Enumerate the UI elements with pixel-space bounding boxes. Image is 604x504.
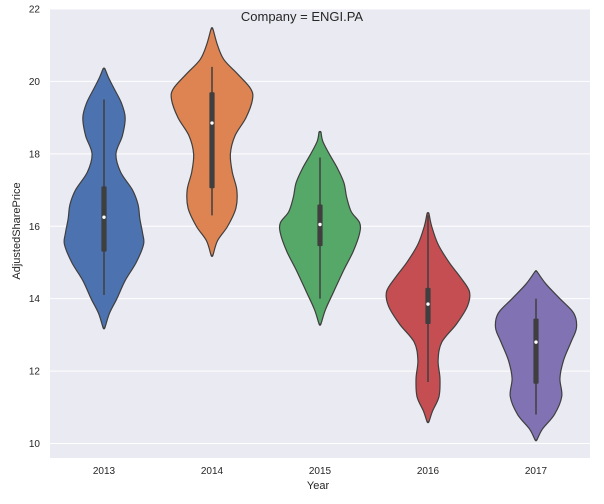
violin-2014 xyxy=(170,27,254,257)
y-tick-label: 18 xyxy=(29,149,41,160)
violin-iqr-box-2017 xyxy=(533,318,539,384)
y-tick-label: 12 xyxy=(29,367,41,378)
y-tick-label: 16 xyxy=(29,222,41,233)
x-tick-label-2014: 2014 xyxy=(201,466,224,477)
violin-2015 xyxy=(278,130,362,326)
violin-2013 xyxy=(63,67,145,330)
x-tick-label-2017: 2017 xyxy=(525,466,548,477)
y-tick-labels: 10 12 14 16 18 20 22 xyxy=(29,5,41,451)
y-tick-label: 20 xyxy=(29,77,41,88)
violin-iqr-box-2013 xyxy=(101,186,107,252)
violin-median-2015 xyxy=(318,222,322,227)
y-tick-label: 14 xyxy=(29,294,41,305)
violin-median-2014 xyxy=(210,121,214,125)
y-tick-label: 22 xyxy=(29,5,41,16)
x-axis-label: Year xyxy=(307,480,330,492)
x-tick-label-2016: 2016 xyxy=(417,466,440,477)
violin-iqr-box-2014 xyxy=(209,92,215,189)
x-tick-labels: 2013 2014 2015 2016 2017 xyxy=(93,466,548,477)
violin-median-2016 xyxy=(426,302,430,306)
violin-iqr-box-2016 xyxy=(425,287,431,325)
chart-title: Company = ENGI.PA xyxy=(241,9,364,24)
violin-median-2013 xyxy=(102,215,106,219)
x-tick-label-2013: 2013 xyxy=(93,466,116,477)
violin-median-2017 xyxy=(534,340,538,344)
x-tick-label-2015: 2015 xyxy=(309,466,332,477)
violin-2016 xyxy=(385,212,471,424)
violins xyxy=(63,27,578,442)
violin-2017 xyxy=(494,269,578,442)
y-tick-label: 10 xyxy=(29,439,41,450)
y-axis-label: AdjustedSharePrice xyxy=(11,182,23,279)
